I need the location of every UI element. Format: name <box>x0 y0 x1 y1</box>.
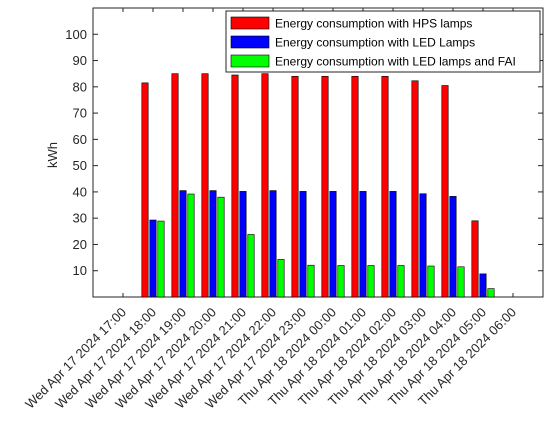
bar-series-2-cat-5 <box>277 259 285 298</box>
bar-series-2-cat-2 <box>187 193 195 298</box>
bar-series-1-cat-8 <box>359 191 367 298</box>
y-tick-label: 10 <box>73 263 87 278</box>
bar-series-0-cat-12 <box>471 220 479 298</box>
y-tick-label: 30 <box>73 211 87 226</box>
bar-series-0-cat-9 <box>381 76 389 298</box>
bar-series-2-cat-7 <box>337 265 345 298</box>
legend-label: Energy consumption with HPS lamps <box>275 17 472 31</box>
bar-series-0-cat-7 <box>321 76 329 298</box>
bar-series-1-cat-6 <box>299 191 307 298</box>
bar-series-0-cat-4 <box>231 74 239 298</box>
y-tick-label: 90 <box>73 53 87 68</box>
bar-series-1-cat-7 <box>329 191 337 298</box>
bar-series-1-cat-1 <box>149 219 157 298</box>
bar-series-1-cat-4 <box>239 191 247 298</box>
y-tick-label: 20 <box>73 237 87 252</box>
y-axis: 10 20 30 40 50 60 70 80 90 100 <box>65 27 543 278</box>
y-tick-label: 80 <box>73 79 87 94</box>
legend-box <box>225 10 541 73</box>
y-tick-label: 100 <box>65 27 87 42</box>
y-tick-label: 60 <box>73 132 87 147</box>
legend: Energy consumption with HPS lamps Energy … <box>225 10 541 73</box>
bar-series-1-cat-11 <box>449 196 457 298</box>
bar-series-1-cat-9 <box>389 191 397 298</box>
y-tick-label: 50 <box>73 158 87 173</box>
bar-series-0-cat-2 <box>171 73 179 298</box>
bar-series-1-cat-10 <box>419 193 427 298</box>
bar-series-0-cat-8 <box>351 76 359 298</box>
bar-series-0-cat-1 <box>141 82 149 298</box>
bar-series-2-cat-6 <box>307 264 315 298</box>
bar-series-0-cat-6 <box>291 76 299 298</box>
y-tick-label: 40 <box>73 184 87 199</box>
legend-swatch <box>230 35 270 49</box>
bar-series-2-cat-12 <box>487 288 495 298</box>
bar-series-2-cat-1 <box>157 220 165 298</box>
bar-series-2-cat-4 <box>247 234 255 298</box>
legend-swatch <box>230 16 270 30</box>
bar-series-0-cat-11 <box>441 85 449 298</box>
bar-series-2-cat-11 <box>457 266 465 298</box>
bar-series-2-cat-8 <box>367 265 375 298</box>
legend-label: Energy consumption with LED lamps and FA… <box>275 55 516 69</box>
legend-label: Energy consumption with LED Lamps <box>275 36 475 50</box>
bar-series-1-cat-5 <box>269 190 277 298</box>
y-axis-label: kWh <box>45 142 60 168</box>
bar-series-0-cat-5 <box>261 73 269 298</box>
bar-series-2-cat-9 <box>397 265 405 298</box>
bar-series-2-cat-10 <box>427 265 435 298</box>
bar-series-1-cat-2 <box>179 190 187 298</box>
bar-series-1-cat-3 <box>209 190 217 298</box>
bar-series-0-cat-10 <box>411 80 419 298</box>
bar-series-group <box>141 73 495 298</box>
legend-swatch <box>230 54 270 68</box>
bar-series-2-cat-3 <box>217 196 225 298</box>
bar-series-0-cat-3 <box>201 73 209 298</box>
y-tick-label: 70 <box>73 106 87 121</box>
